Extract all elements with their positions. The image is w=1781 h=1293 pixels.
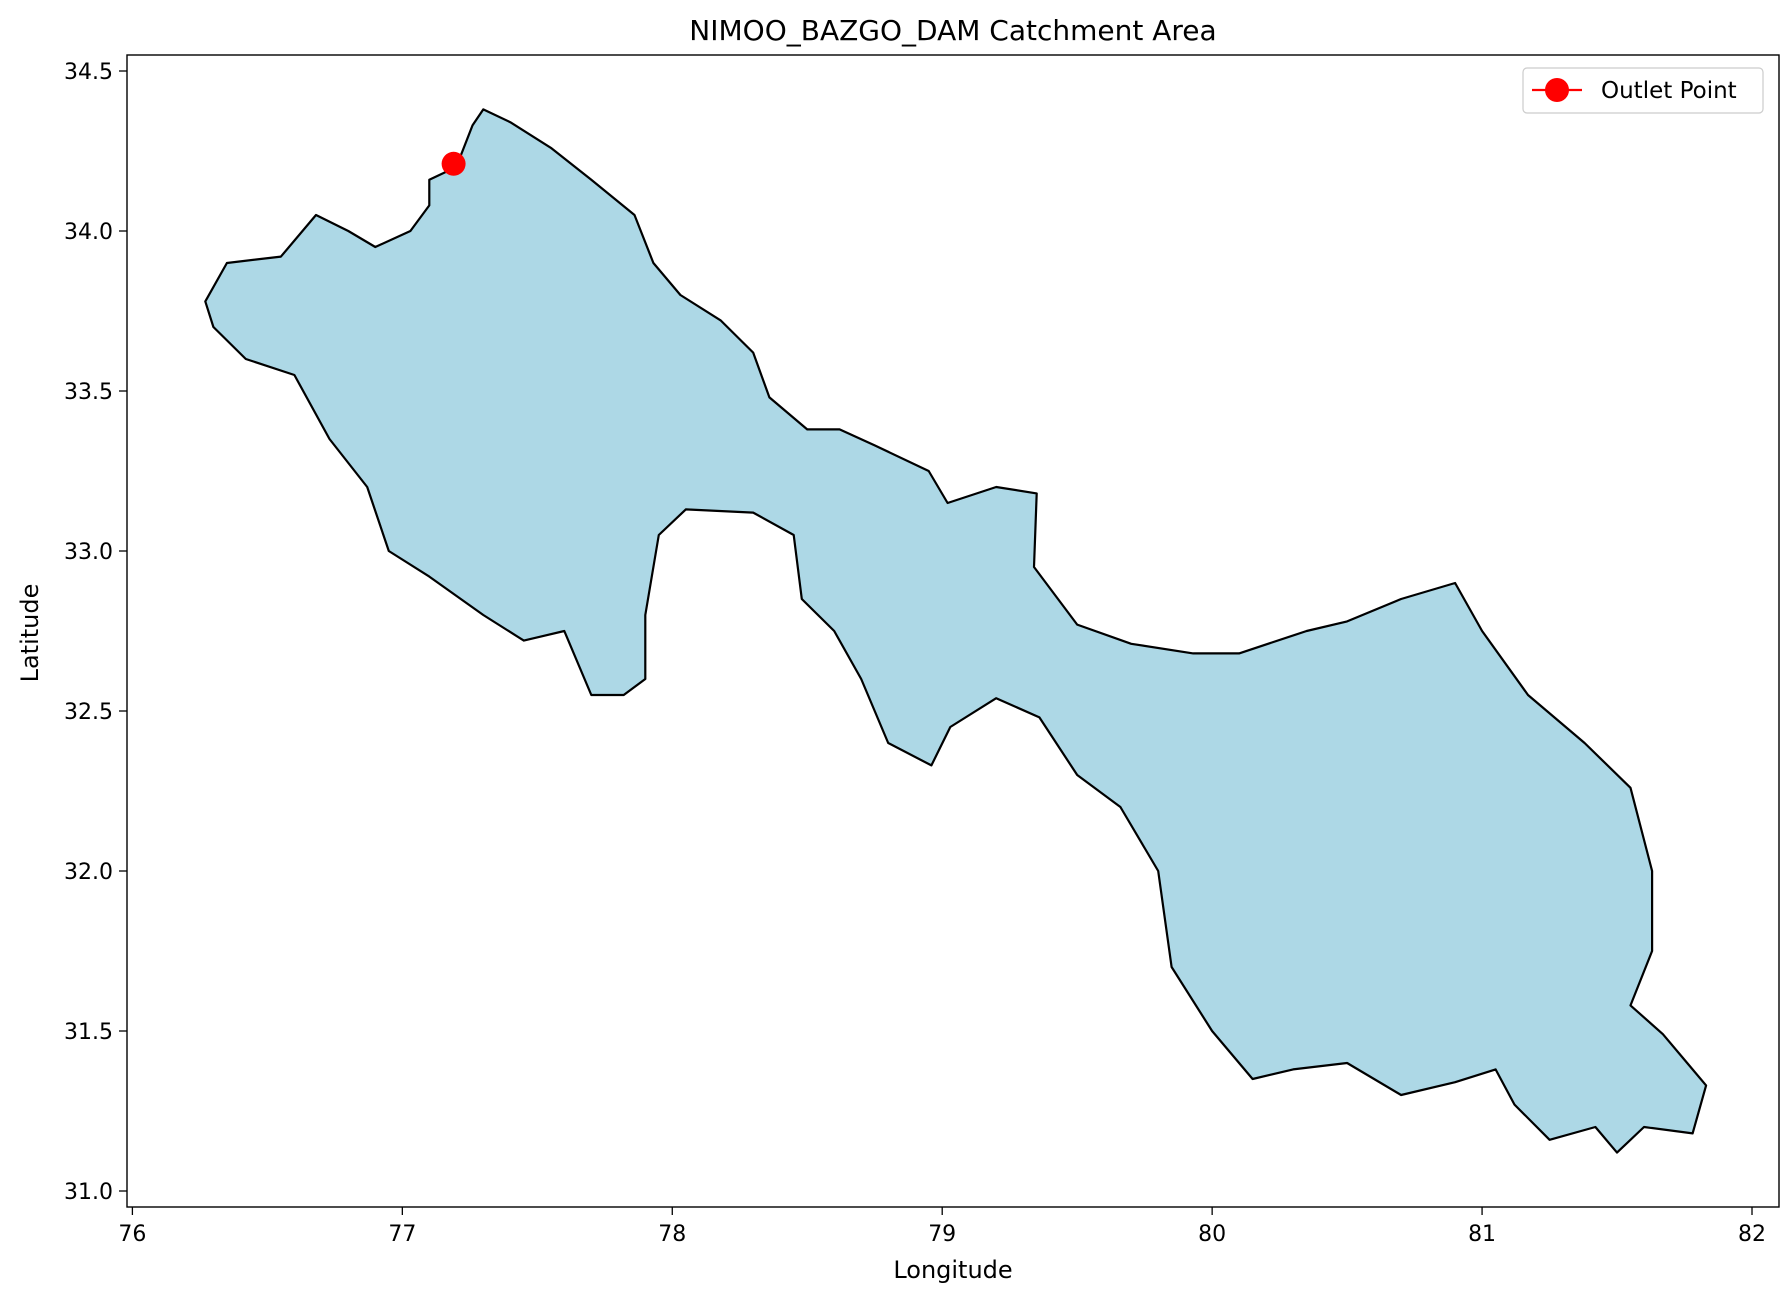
x-tick-label: 81	[1468, 1222, 1496, 1247]
x-tick-label: 78	[658, 1222, 686, 1247]
legend-label: Outlet Point	[1601, 78, 1737, 104]
y-tick-label: 34.0	[64, 220, 113, 245]
y-axis-ticks: 31.0 31.5 32.0 32.5 33.0 33.5 34.0 34.5	[64, 60, 127, 1205]
catchment-polygon	[204, 108, 1708, 1154]
y-tick-label: 34.5	[64, 60, 113, 85]
data-layer	[204, 108, 1708, 1154]
legend-marker	[1545, 78, 1569, 102]
y-tick-label: 31.0	[64, 1180, 113, 1205]
axes-frame	[126, 54, 1780, 1208]
y-tick-label: 32.0	[64, 860, 113, 885]
chart-title: NIMOO_BAZGO_DAM Catchment Area	[689, 14, 1216, 47]
x-tick-label: 82	[1738, 1222, 1766, 1247]
x-axis-ticks: 76 77 78 79 80 81 82	[118, 1207, 1766, 1247]
x-tick-label: 80	[1198, 1222, 1226, 1247]
x-tick-label: 77	[388, 1222, 416, 1247]
y-tick-label: 33.0	[64, 540, 113, 565]
legend-box	[1522, 67, 1764, 114]
y-tick-label: 33.5	[64, 380, 113, 405]
outlet-point-marker	[441, 151, 466, 176]
y-tick-label: 32.5	[64, 700, 113, 725]
x-tick-label: 79	[928, 1222, 956, 1247]
y-tick-label: 31.5	[64, 1020, 113, 1045]
legend: Outlet Point	[1522, 67, 1764, 114]
x-axis-label: Longitude	[893, 1256, 1012, 1284]
y-axis-label: Latitude	[16, 584, 44, 683]
x-tick-label: 76	[118, 1222, 146, 1247]
